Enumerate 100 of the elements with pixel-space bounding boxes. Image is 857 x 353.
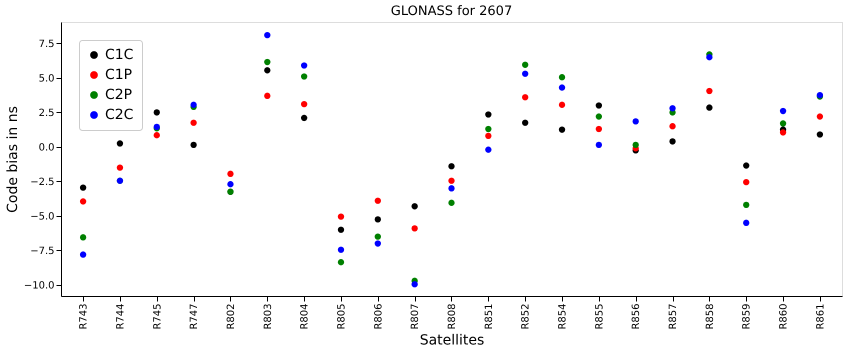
point [80,234,86,240]
point [522,94,528,100]
legend-label: C1P [105,67,132,83]
y-tick-label: 0.0 [38,142,54,154]
x-tick-label: R807 [410,304,422,330]
point [412,281,418,288]
x-tick-label: R857 [668,304,680,330]
x-tick-label: R859 [742,304,753,330]
point [116,164,124,171]
point [706,104,713,111]
point [558,126,566,133]
point [522,70,528,77]
point [669,138,676,145]
point [780,129,786,136]
legend-label: C2P [105,87,132,103]
x-tick-label: R852 [520,304,532,330]
point [596,113,602,120]
y-tick-label: −5.0 [30,211,54,222]
point [780,120,786,127]
point [300,114,308,122]
point [300,62,308,69]
x-tick-label: R805 [336,304,348,330]
point [374,216,381,223]
point [338,246,344,253]
y-tick-label: −2.5 [30,176,54,188]
point [227,181,234,188]
x-tick-label: R851 [484,304,495,330]
point [485,146,492,153]
point [190,120,197,126]
point [300,100,308,108]
point [264,67,270,74]
point [596,142,602,148]
point [80,198,86,205]
point [338,213,344,220]
point [338,259,344,266]
point [80,184,86,191]
point [743,162,750,169]
point [116,140,124,147]
x-tick-label: R744 [115,304,126,330]
point [338,226,344,233]
x-tick-label: R743 [78,304,90,330]
point [816,131,824,138]
x-axis-title: Satellites [420,332,484,349]
point [706,88,713,94]
point [264,58,270,66]
point [190,102,197,108]
legend-label: C2C [105,107,134,123]
point [558,84,566,91]
point [374,240,381,247]
point [227,170,234,177]
chart-title: GLONASS for 2607 [390,4,512,19]
point [80,251,86,258]
point [743,202,750,208]
point [596,126,602,132]
point [485,132,492,140]
point [412,225,418,232]
y-tick-label: 5.0 [38,73,54,84]
x-tick-label: R745 [152,304,164,330]
point [522,120,528,126]
x-tick-label: R860 [778,304,790,330]
point [669,105,676,112]
point [154,132,160,138]
x-tick-label: R858 [704,304,716,330]
point [448,178,455,184]
x-tick-label: R854 [558,304,569,330]
legend-label: C1C [105,47,134,63]
y-tick-label: 2.5 [38,108,54,119]
point [264,32,270,38]
y-axis-title: Code bias in ns [4,106,21,213]
point [154,109,160,116]
x-tick-label: R855 [594,304,606,330]
point [743,178,750,186]
x-tick-label: R747 [189,304,200,330]
point [300,73,308,80]
point [596,102,602,109]
point [412,203,418,210]
point [743,220,750,226]
x-tick-label: R804 [300,304,311,330]
point [632,118,639,125]
x-tick-label: R802 [226,304,237,330]
point [558,74,566,80]
x-tick-label: R808 [447,304,458,330]
y-tick-label: 7.5 [38,38,54,50]
point [558,102,566,108]
point [485,111,492,118]
point [448,163,455,170]
point [264,92,270,100]
point [448,200,455,206]
point [448,185,455,192]
point [669,123,676,130]
point [522,62,528,68]
y-tick-label: −10.0 [24,280,54,292]
x-tick-label: R856 [631,304,642,330]
point [706,54,713,60]
point [190,142,197,148]
point [816,113,824,120]
point [632,142,639,148]
point [374,198,381,204]
y-tick-label: −7.5 [30,246,54,257]
x-tick-label: R806 [373,304,384,330]
